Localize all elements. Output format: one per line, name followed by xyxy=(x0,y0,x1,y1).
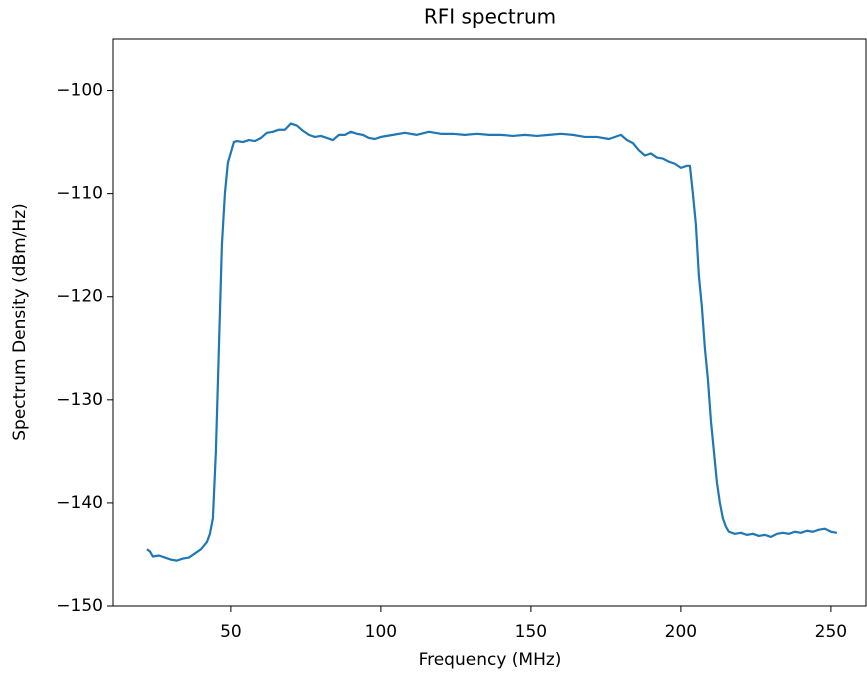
y-axis-label: Spectrum Density (dBm/Hz) xyxy=(10,203,30,441)
x-axis-label: Frequency (MHz) xyxy=(419,650,562,670)
x-tick-label: 50 xyxy=(220,622,242,642)
plot-frame xyxy=(112,38,867,607)
x-tick-label: 150 xyxy=(515,622,547,642)
data-line xyxy=(146,122,838,562)
chart-title: RFI spectrum xyxy=(424,5,556,29)
y-tick-label: −110 xyxy=(56,184,103,204)
y-tick-label: −150 xyxy=(56,596,103,616)
x-tick-label: 200 xyxy=(665,622,697,642)
y-tick-label: −120 xyxy=(56,287,103,307)
y-tick-label: −100 xyxy=(56,81,103,101)
x-tick-label: 100 xyxy=(365,622,397,642)
y-tick-label: −130 xyxy=(56,390,103,410)
x-tick-label: 250 xyxy=(815,622,847,642)
y-tick-label: −140 xyxy=(56,493,103,513)
